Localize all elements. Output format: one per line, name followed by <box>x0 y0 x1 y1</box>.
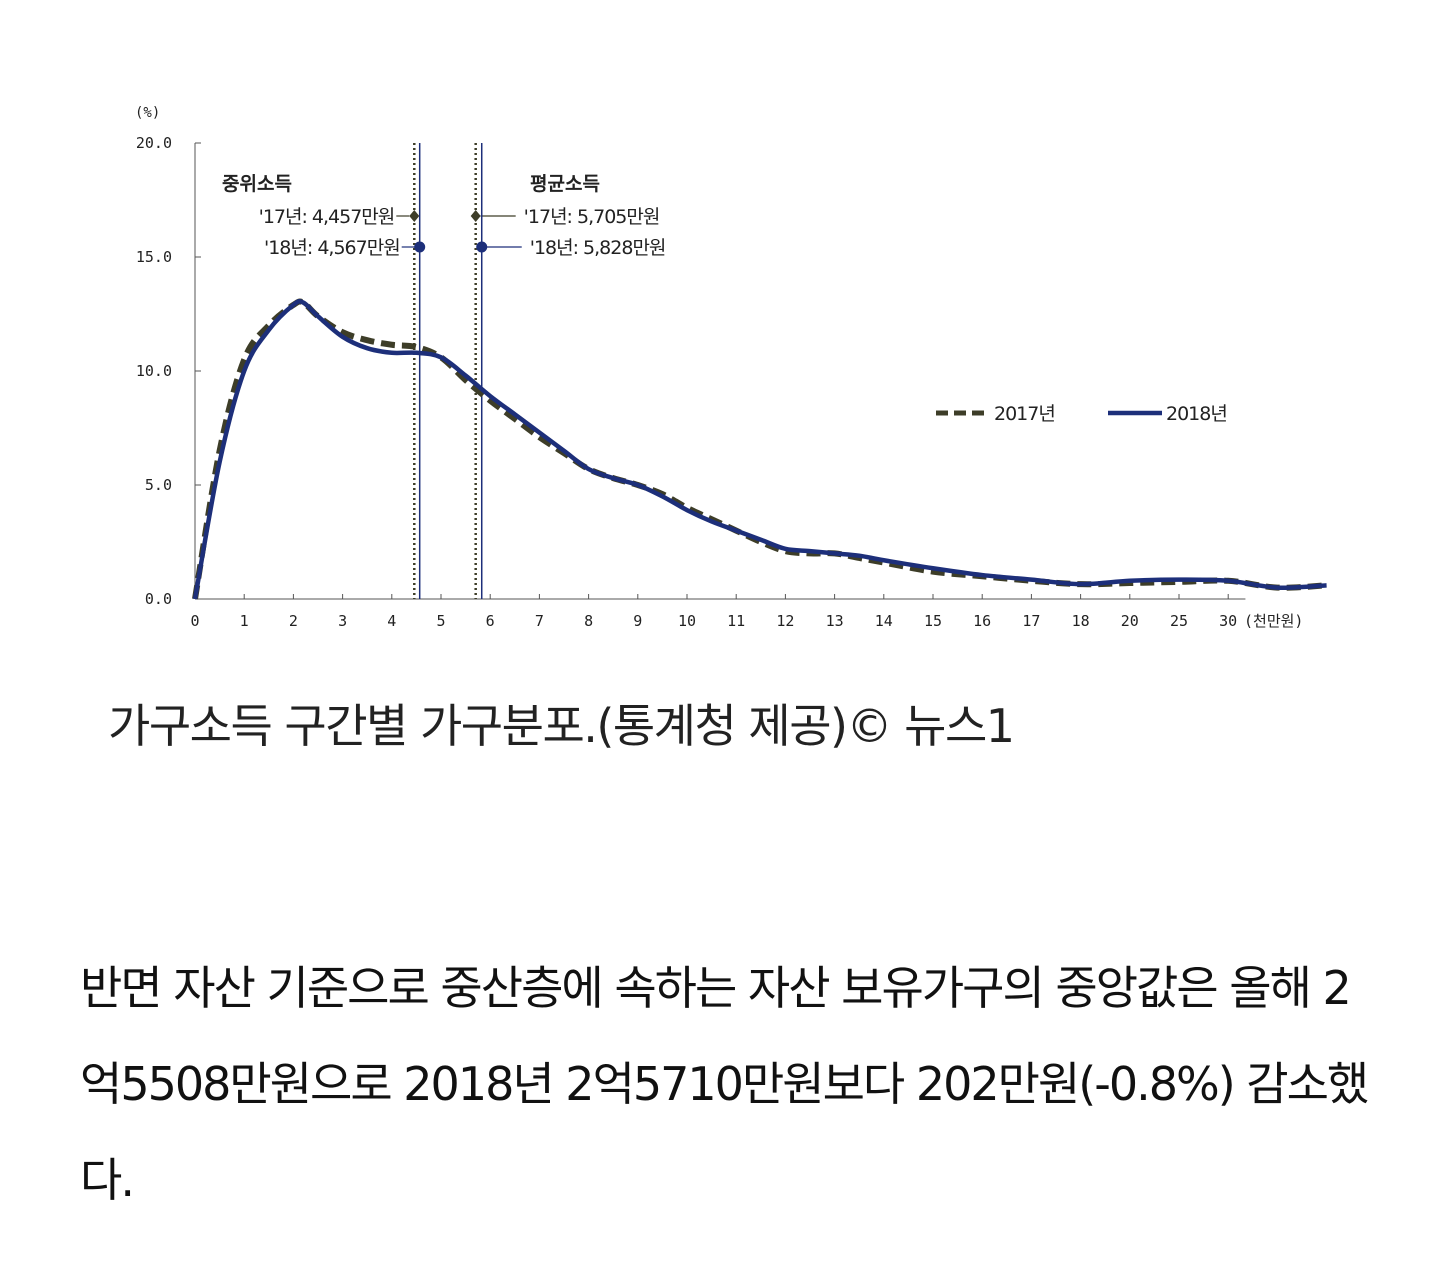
x-tick-label: 25 <box>1170 612 1188 630</box>
y-axis-unit-label: (%) <box>135 105 160 121</box>
article-paragraph: 반면 자산 기준으로 중산층에 속하는 자산 보유가구의 중앙값은 올해 2억5… <box>80 961 1369 1207</box>
x-tick-label: 16 <box>973 612 991 630</box>
median-value-label: '17년: 4,457만원 <box>259 206 395 228</box>
y-tick-label: 0.0 <box>145 590 172 608</box>
x-axis-unit-label: (천만원) <box>1244 612 1303 630</box>
x-tick-label: 6 <box>486 612 495 630</box>
x-tick-label: 2 <box>289 612 298 630</box>
income-annotations: 중위소득 평균소득 <box>222 173 600 195</box>
mean-value-label: '17년: 5,705만원 <box>524 206 660 228</box>
legend-label-2018: 2018년 <box>1166 403 1227 425</box>
x-tick-label: 7 <box>535 612 544 630</box>
y-tick-label: 20.0 <box>136 134 172 152</box>
y-tick-label: 15.0 <box>136 248 172 266</box>
y-axis-ticks: 0.0 5.0 10.0 15.0 20.0 <box>136 134 201 608</box>
diamond-marker <box>409 210 420 222</box>
income-distribution-chart: (%) 0.05.010.015.020.0 0 1 2 3 4 5 6 7 8 9 10 11 12 1… <box>135 105 1327 630</box>
x-tick-label: 3 <box>338 612 347 630</box>
series-lines <box>192 298 1327 600</box>
median-value-label: '18년: 4,567만원 <box>264 237 400 259</box>
x-tick-label: 10 <box>678 612 696 630</box>
x-tick-label: 8 <box>584 612 593 630</box>
y-tick-label: 5.0 <box>145 476 172 494</box>
mean-income-title: 평균소득 <box>530 173 600 195</box>
x-tick-label: 5 <box>436 612 445 630</box>
x-tick-label: 30 <box>1219 612 1237 630</box>
diamond-marker <box>470 210 481 222</box>
y-tick-label: 10.0 <box>136 362 172 380</box>
x-tick-label: 1 <box>240 612 249 630</box>
x-tick-label: 4 <box>387 612 396 630</box>
reference-lines: '17년: 4,457만원 '18년: 4,567만원 '17년: 5,705만원 '… <box>259 143 666 599</box>
circle-marker <box>414 241 426 253</box>
mean-value-label: '18년: 5,828만원 <box>530 237 666 259</box>
x-tick-label: 20 <box>1121 612 1139 630</box>
x-tick-label: 9 <box>633 612 642 630</box>
median-income-title: 중위소득 <box>222 173 292 195</box>
legend-label-2017: 2017년 <box>994 403 1055 425</box>
x-tick-label: 0 <box>190 612 199 630</box>
x-tick-label: 12 <box>776 612 794 630</box>
x-tick-label: 13 <box>826 612 844 630</box>
chart-legend: 2017년 2018년 <box>936 403 1228 425</box>
circle-marker <box>476 241 488 253</box>
x-tick-label: 14 <box>875 612 893 630</box>
x-tick-label: 18 <box>1072 612 1090 630</box>
x-tick-label: 15 <box>924 612 942 630</box>
series-line-2018 <box>192 299 1327 600</box>
x-axis-ticks: 0 1 2 3 4 5 6 7 8 9 10 11 12 13 14 15 16 17 18 20 25 30 <box>190 594 1237 630</box>
x-tick-label: 17 <box>1022 612 1040 630</box>
x-tick-label: 11 <box>727 612 745 630</box>
chart-caption: 가구소득 구간별 가구분포.(통계청 제공)© 뉴스1 <box>108 699 1015 753</box>
